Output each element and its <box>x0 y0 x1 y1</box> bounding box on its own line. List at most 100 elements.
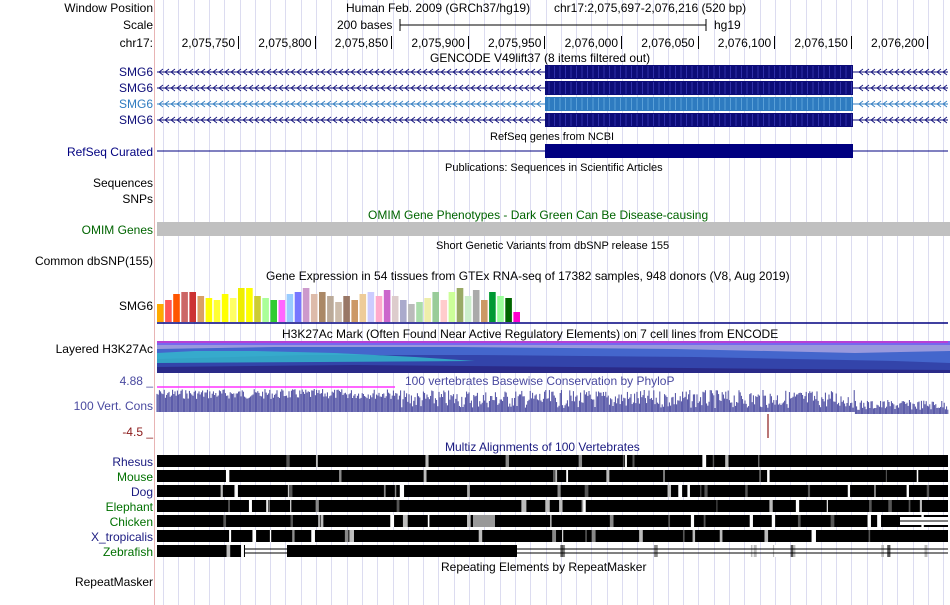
strand-arrow <box>266 116 272 124</box>
alignment-block <box>157 470 948 482</box>
dbsnp-label[interactable]: Common dbSNP(155) <box>34 254 153 268</box>
scale-bases-text: 200 bases <box>337 18 393 32</box>
strand-arrow <box>248 68 254 76</box>
gencode-label-3[interactable]: SMG6 <box>118 97 153 111</box>
strand-arrow <box>476 100 482 108</box>
gtex-bar <box>472 290 480 322</box>
strand-arrow <box>374 84 380 92</box>
guideline <box>637 0 638 605</box>
strand-arrow <box>290 100 296 108</box>
gencode-label-2[interactable]: SMG6 <box>118 81 153 95</box>
publications-label[interactable]: Sequences <box>92 176 153 190</box>
guideline <box>301 0 302 605</box>
strand-arrow <box>434 68 440 76</box>
species-rhesus[interactable]: Rhesus <box>112 455 153 469</box>
refseq-label[interactable]: RefSeq Curated <box>66 145 153 159</box>
strand-arrow <box>362 68 368 76</box>
strand-arrow <box>170 68 176 76</box>
strand-arrow <box>422 116 428 124</box>
alignment-gap <box>847 485 851 497</box>
guideline <box>867 0 868 605</box>
strand-arrow <box>200 68 206 76</box>
gtex-bar <box>221 294 229 322</box>
h3k27-track[interactable] <box>155 341 950 373</box>
strand-arrow <box>858 100 864 108</box>
species-mouse[interactable]: Mouse <box>116 470 153 484</box>
cons-track[interactable] <box>155 386 950 440</box>
ruler-tick-mark <box>698 36 699 49</box>
gtex-label[interactable]: SMG6 <box>118 299 153 313</box>
strand-arrow <box>320 116 326 124</box>
strand-arrow <box>530 116 536 124</box>
species-elephant[interactable]: Elephant <box>105 500 153 514</box>
multiz-track[interactable] <box>155 454 950 558</box>
alignment-gap <box>252 530 257 542</box>
strand-arrow <box>930 68 936 76</box>
repeatmasker-label[interactable]: RepeatMasker <box>74 575 153 589</box>
alignment-gap <box>290 500 292 512</box>
strand-arrow <box>356 116 362 124</box>
gtex-track[interactable] <box>155 284 950 326</box>
gtex-bar <box>343 296 350 322</box>
gencode-transcript <box>157 65 948 79</box>
omim-track[interactable] <box>157 222 950 236</box>
strand-arrow <box>942 68 948 76</box>
h3k27-label[interactable]: Layered H3K27Ac <box>55 342 153 356</box>
snps-label[interactable]: SNPs <box>122 192 153 206</box>
scale-bar <box>399 19 707 31</box>
strand-arrow <box>200 116 206 124</box>
strand-arrow <box>918 84 924 92</box>
strand-arrow <box>314 116 320 124</box>
species-xtropicalis[interactable]: X_tropicalis <box>90 530 153 544</box>
strand-arrow <box>254 84 260 92</box>
ruler-tick-mark <box>468 36 469 49</box>
strand-arrow <box>434 84 440 92</box>
strand-arrow <box>242 68 248 76</box>
alignment-gap <box>553 470 556 482</box>
strand-arrow <box>206 116 212 124</box>
gtex-bar <box>327 296 334 322</box>
strand-arrow <box>278 68 284 76</box>
strand-arrow <box>900 84 906 92</box>
alignment-gap <box>750 545 753 557</box>
label-separator <box>154 0 155 605</box>
gtex-bar <box>489 292 496 322</box>
species-zebrafish[interactable]: Zebrafish <box>102 545 153 559</box>
gencode-track[interactable] <box>155 64 950 130</box>
alignment-gap <box>632 455 635 467</box>
ruler-tick-mark <box>851 36 852 49</box>
publications-title: Publications: Sequences in Scientific Ar… <box>445 162 663 174</box>
alignment-gap <box>668 515 671 527</box>
strand-arrow <box>924 68 930 76</box>
gencode-label-4[interactable]: SMG6 <box>118 113 153 127</box>
gtex-bar <box>481 300 488 322</box>
strand-arrow <box>864 116 870 124</box>
strand-arrow <box>870 84 876 92</box>
position-text[interactable]: chr17:2,075,697-2,076,216 (520 bp) <box>554 1 747 15</box>
gtex-bar <box>197 296 205 322</box>
omim-label[interactable]: OMIM Genes <box>81 223 153 237</box>
alignment-gap <box>349 530 353 542</box>
gencode-label-1[interactable]: SMG6 <box>118 65 153 79</box>
species-chicken[interactable]: Chicken <box>109 515 153 529</box>
alignment-gap <box>716 500 718 512</box>
strand-arrow <box>924 84 930 92</box>
strand-arrow <box>428 100 434 108</box>
strand-arrow <box>356 84 362 92</box>
strand-arrow <box>446 116 452 124</box>
strand-arrow <box>398 68 404 76</box>
strand-arrow <box>242 100 248 108</box>
cons-label[interactable]: 100 Vert. Cons <box>73 399 153 413</box>
strand-arrow <box>302 68 308 76</box>
species-dog[interactable]: Dog <box>130 485 153 499</box>
strand-arrow <box>518 68 524 76</box>
strand-arrow <box>942 116 948 124</box>
gtex-bar <box>391 296 399 322</box>
alignment-gap <box>606 470 610 482</box>
strand-arrow <box>888 68 894 76</box>
guideline <box>882 0 883 605</box>
strand-arrow <box>236 116 242 124</box>
alignment-gap <box>678 485 683 497</box>
refseq-track[interactable] <box>155 143 950 159</box>
